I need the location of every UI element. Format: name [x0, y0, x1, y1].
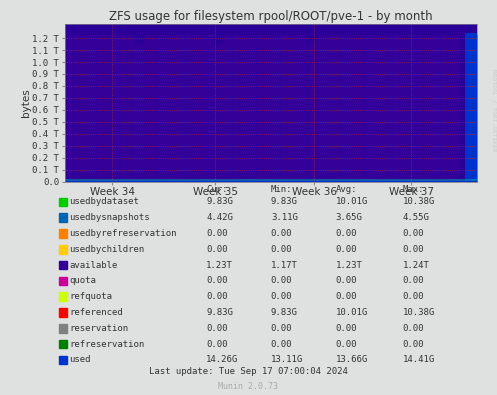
Text: 0.00: 0.00 [335, 292, 357, 301]
Text: quota: quota [70, 276, 96, 285]
Text: reservation: reservation [70, 324, 129, 333]
Text: 9.83G: 9.83G [271, 308, 298, 317]
Text: 0.00: 0.00 [206, 292, 228, 301]
Text: 0.00: 0.00 [271, 340, 292, 348]
Text: Min:: Min: [271, 184, 292, 194]
Text: 0.00: 0.00 [271, 292, 292, 301]
Text: Last update: Tue Sep 17 07:00:04 2024: Last update: Tue Sep 17 07:00:04 2024 [149, 367, 348, 376]
Text: Munin 2.0.73: Munin 2.0.73 [219, 382, 278, 391]
Text: 14.41G: 14.41G [403, 356, 435, 364]
Text: 0.00: 0.00 [403, 324, 424, 333]
Text: 0.00: 0.00 [271, 276, 292, 285]
Text: 0.00: 0.00 [335, 276, 357, 285]
Text: 13.66G: 13.66G [335, 356, 368, 364]
Text: 14.26G: 14.26G [206, 356, 239, 364]
Text: 0.00: 0.00 [403, 292, 424, 301]
Text: 0.00: 0.00 [271, 229, 292, 238]
Text: 3.11G: 3.11G [271, 213, 298, 222]
Text: usedbychildren: usedbychildren [70, 245, 145, 254]
Text: 13.11G: 13.11G [271, 356, 303, 364]
Text: 3.65G: 3.65G [335, 213, 362, 222]
Text: 0.00: 0.00 [206, 229, 228, 238]
Text: refreservation: refreservation [70, 340, 145, 348]
Text: 1.17T: 1.17T [271, 261, 298, 269]
Text: Avg:: Avg: [335, 184, 357, 194]
Text: 0.00: 0.00 [403, 245, 424, 254]
Text: usedbysnapshots: usedbysnapshots [70, 213, 150, 222]
Text: 9.83G: 9.83G [206, 198, 233, 206]
Text: RRDTOOL / TOBI OETIKER: RRDTOOL / TOBI OETIKER [491, 70, 496, 152]
Text: 1.23T: 1.23T [206, 261, 233, 269]
Text: 0.00: 0.00 [206, 245, 228, 254]
Title: ZFS usage for filesystem rpool/ROOT/pve-1 - by month: ZFS usage for filesystem rpool/ROOT/pve-… [109, 9, 433, 23]
Text: 0.00: 0.00 [335, 340, 357, 348]
Text: referenced: referenced [70, 308, 123, 317]
Text: 0.00: 0.00 [403, 229, 424, 238]
Text: 0.00: 0.00 [403, 276, 424, 285]
Text: 1.23T: 1.23T [335, 261, 362, 269]
Text: 0.00: 0.00 [206, 340, 228, 348]
Text: 0.00: 0.00 [403, 340, 424, 348]
Text: 0.00: 0.00 [335, 229, 357, 238]
Text: 4.42G: 4.42G [206, 213, 233, 222]
Text: 0.00: 0.00 [335, 324, 357, 333]
Text: Cur:: Cur: [206, 184, 228, 194]
Text: 10.01G: 10.01G [335, 198, 368, 206]
Text: 0.00: 0.00 [335, 245, 357, 254]
Text: Max:: Max: [403, 184, 424, 194]
Text: refquota: refquota [70, 292, 113, 301]
Text: 0.00: 0.00 [271, 324, 292, 333]
Text: usedbydataset: usedbydataset [70, 198, 140, 206]
Text: available: available [70, 261, 118, 269]
Text: used: used [70, 356, 91, 364]
Text: 10.01G: 10.01G [335, 308, 368, 317]
Text: 1.24T: 1.24T [403, 261, 429, 269]
Text: 0.00: 0.00 [271, 245, 292, 254]
Text: 10.38G: 10.38G [403, 198, 435, 206]
Text: 0.00: 0.00 [206, 276, 228, 285]
Text: 0.00: 0.00 [206, 324, 228, 333]
Y-axis label: bytes: bytes [21, 88, 31, 117]
Text: 9.83G: 9.83G [271, 198, 298, 206]
Text: 9.83G: 9.83G [206, 308, 233, 317]
Text: 4.55G: 4.55G [403, 213, 429, 222]
Text: 10.38G: 10.38G [403, 308, 435, 317]
Text: usedbyrefreservation: usedbyrefreservation [70, 229, 177, 238]
